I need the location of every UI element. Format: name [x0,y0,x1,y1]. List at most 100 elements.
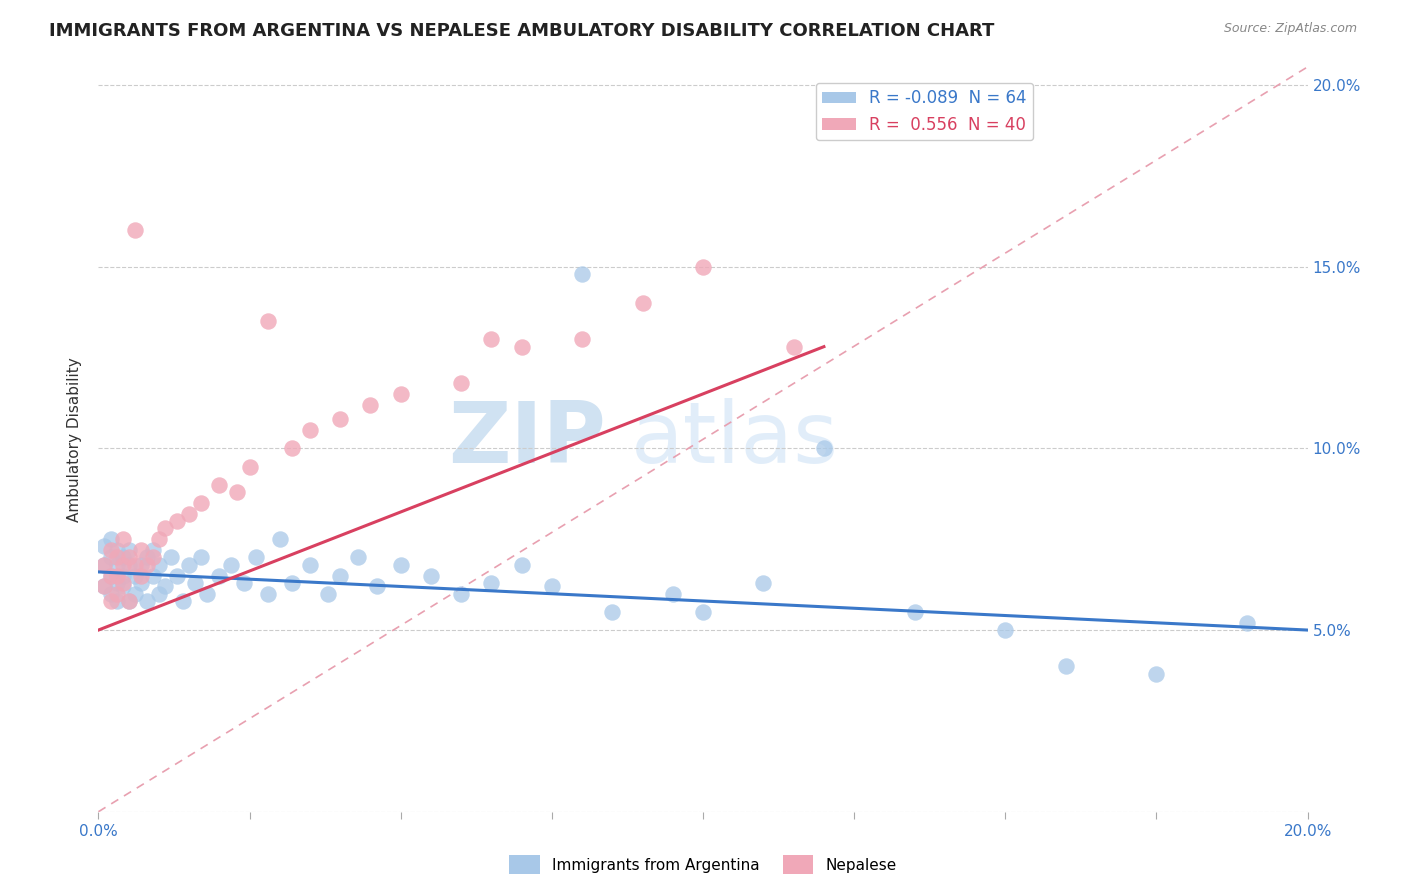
Point [269,533,291,547]
Point [105,594,128,608]
Point [129,568,152,582]
Point [389,387,412,401]
Point [105,575,128,590]
Point [100,568,122,582]
Point [571,332,593,346]
Point [221,558,243,572]
Point [100,533,122,547]
Point [142,550,165,565]
Point [226,485,249,500]
Point [450,376,472,390]
Legend: Immigrants from Argentina, Nepalese: Immigrants from Argentina, Nepalese [503,849,903,880]
Point [232,575,254,590]
Point [111,550,134,565]
Point [692,605,714,619]
Point [239,459,262,474]
Text: ZIP: ZIP [449,398,606,481]
Point [692,260,714,274]
Point [100,543,122,558]
Point [100,550,122,565]
Text: Source: ZipAtlas.com: Source: ZipAtlas.com [1223,22,1357,36]
Y-axis label: Ambulatory Disability: Ambulatory Disability [67,357,83,522]
Point [481,332,503,346]
Point [166,568,188,582]
Point [111,558,134,572]
Point [783,340,806,354]
Point [190,496,212,510]
Point [105,568,128,582]
Point [1054,659,1077,673]
Point [994,623,1017,637]
Point [166,514,188,528]
Point [105,550,128,565]
Point [208,477,231,491]
Point [179,507,201,521]
Point [329,568,352,582]
Point [100,587,122,601]
Text: atlas: atlas [630,398,838,481]
Point [602,605,624,619]
Point [195,587,218,601]
Point [124,587,146,601]
Point [329,412,352,426]
Point [142,543,165,558]
Point [540,579,562,593]
Point [245,550,267,565]
Point [148,533,170,547]
Point [129,558,152,572]
Point [93,579,115,593]
Point [105,558,128,572]
Text: IMMIGRANTS FROM ARGENTINA VS NEPALESE AMBULATORY DISABILITY CORRELATION CHART: IMMIGRANTS FROM ARGENTINA VS NEPALESE AM… [49,22,994,40]
Point [450,587,472,601]
Point [100,568,122,582]
Point [111,579,134,593]
Point [111,575,134,590]
Point [93,558,115,572]
Point [105,587,128,601]
Point [142,568,165,582]
Point [904,605,927,619]
Point [299,558,322,572]
Point [661,587,683,601]
Point [105,543,128,558]
Point [93,540,115,554]
Point [135,594,157,608]
Point [118,594,141,608]
Point [179,558,201,572]
Point [420,568,443,582]
Point [571,267,593,281]
Point [389,558,412,572]
Point [813,442,835,456]
Point [129,575,152,590]
Point [299,423,322,437]
Point [752,575,775,590]
Point [1236,615,1258,630]
Point [190,550,212,565]
Point [510,558,533,572]
Point [281,442,304,456]
Point [1144,666,1167,681]
Point [153,579,176,593]
Point [135,558,157,572]
Point [347,550,370,565]
Point [208,568,231,582]
Point [510,340,533,354]
Point [256,587,278,601]
Point [93,579,115,593]
Point [366,579,388,593]
Point [118,594,141,608]
Point [111,533,134,547]
Point [281,575,304,590]
Point [631,296,654,310]
Point [93,558,115,572]
Point [124,223,146,237]
Point [118,550,141,565]
Point [481,575,503,590]
Point [100,594,122,608]
Point [153,521,176,535]
Point [124,558,146,572]
Point [118,558,141,572]
Point [316,587,339,601]
Point [111,568,134,582]
Point [118,543,141,558]
